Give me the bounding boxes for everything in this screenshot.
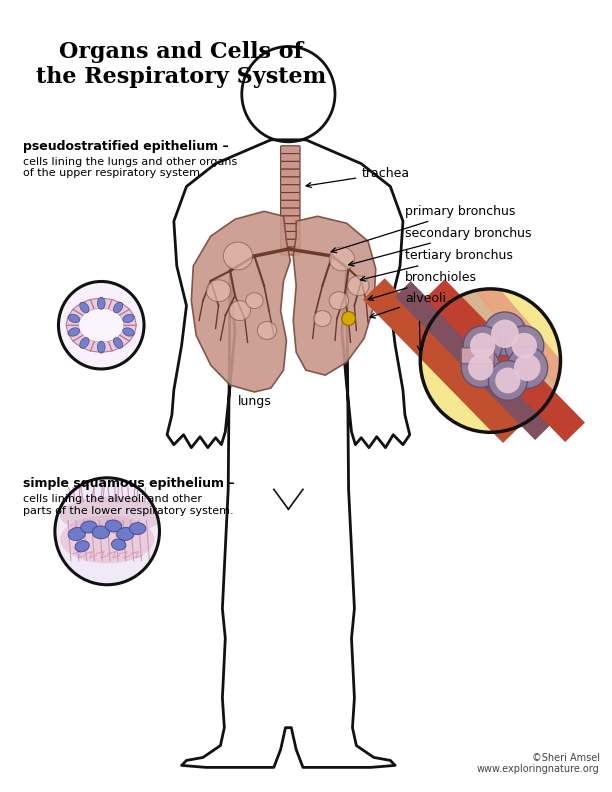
Polygon shape bbox=[108, 335, 130, 351]
FancyBboxPatch shape bbox=[461, 348, 494, 364]
Circle shape bbox=[491, 320, 519, 348]
Ellipse shape bbox=[79, 309, 124, 342]
Circle shape bbox=[461, 348, 500, 387]
Text: Organs and Cells of
the Respiratory System: Organs and Cells of the Respiratory Syst… bbox=[36, 40, 327, 88]
FancyBboxPatch shape bbox=[281, 239, 300, 247]
FancyBboxPatch shape bbox=[281, 231, 300, 239]
Ellipse shape bbox=[329, 247, 354, 271]
Ellipse shape bbox=[80, 337, 89, 348]
Text: tertiary bronchus: tertiary bronchus bbox=[360, 249, 513, 281]
Text: bronchioles: bronchioles bbox=[368, 272, 477, 300]
FancyBboxPatch shape bbox=[281, 146, 300, 154]
Circle shape bbox=[420, 289, 561, 432]
Polygon shape bbox=[91, 298, 112, 310]
FancyBboxPatch shape bbox=[281, 247, 300, 255]
Text: secondary bronchus: secondary bronchus bbox=[349, 227, 531, 266]
Circle shape bbox=[505, 326, 544, 366]
Ellipse shape bbox=[229, 301, 250, 321]
Polygon shape bbox=[391, 279, 559, 442]
Ellipse shape bbox=[329, 291, 349, 310]
Text: cells lining the alveoli and other
parts of the lower respiratory system.: cells lining the alveoli and other parts… bbox=[23, 494, 234, 516]
Text: lungs: lungs bbox=[237, 395, 271, 408]
Circle shape bbox=[507, 347, 548, 388]
FancyBboxPatch shape bbox=[281, 223, 300, 231]
Ellipse shape bbox=[313, 310, 331, 326]
Circle shape bbox=[341, 311, 356, 326]
Circle shape bbox=[463, 326, 502, 366]
Ellipse shape bbox=[245, 293, 263, 309]
Polygon shape bbox=[119, 309, 136, 326]
Ellipse shape bbox=[80, 303, 89, 313]
Polygon shape bbox=[192, 211, 290, 392]
Polygon shape bbox=[439, 279, 607, 442]
Ellipse shape bbox=[348, 276, 369, 295]
Ellipse shape bbox=[97, 341, 105, 353]
Circle shape bbox=[468, 355, 493, 380]
Ellipse shape bbox=[129, 523, 146, 535]
Polygon shape bbox=[66, 309, 83, 326]
Circle shape bbox=[483, 312, 526, 356]
Polygon shape bbox=[119, 326, 136, 341]
Polygon shape bbox=[464, 279, 612, 442]
Ellipse shape bbox=[68, 527, 86, 540]
Circle shape bbox=[470, 333, 495, 359]
FancyBboxPatch shape bbox=[281, 154, 300, 162]
Circle shape bbox=[488, 360, 528, 400]
Text: primary bronchus: primary bronchus bbox=[331, 205, 515, 253]
Circle shape bbox=[495, 367, 520, 394]
Text: alveoli: alveoli bbox=[370, 292, 446, 318]
Ellipse shape bbox=[92, 526, 110, 539]
Ellipse shape bbox=[257, 322, 277, 340]
Polygon shape bbox=[73, 299, 94, 315]
Polygon shape bbox=[293, 216, 376, 375]
Ellipse shape bbox=[60, 516, 154, 563]
Ellipse shape bbox=[81, 521, 97, 533]
Ellipse shape bbox=[113, 303, 123, 313]
Ellipse shape bbox=[117, 527, 134, 540]
Polygon shape bbox=[367, 279, 534, 442]
Text: trachea: trachea bbox=[306, 167, 409, 188]
Polygon shape bbox=[108, 299, 130, 315]
Circle shape bbox=[512, 333, 537, 359]
FancyBboxPatch shape bbox=[281, 208, 300, 216]
FancyBboxPatch shape bbox=[281, 162, 300, 169]
Ellipse shape bbox=[111, 539, 126, 550]
Polygon shape bbox=[66, 326, 83, 341]
Text: ©Sheri Amsel
www.exploringnature.org: ©Sheri Amsel www.exploringnature.org bbox=[477, 752, 600, 775]
Ellipse shape bbox=[123, 328, 134, 336]
FancyBboxPatch shape bbox=[281, 169, 300, 177]
Circle shape bbox=[59, 281, 144, 369]
FancyBboxPatch shape bbox=[281, 200, 300, 208]
Ellipse shape bbox=[75, 541, 89, 552]
FancyBboxPatch shape bbox=[281, 177, 300, 185]
Text: cells lining the lungs and other organs
of the upper respiratory system.: cells lining the lungs and other organs … bbox=[23, 157, 237, 178]
Circle shape bbox=[55, 478, 160, 584]
Text: pseudostratified epithelium –: pseudostratified epithelium – bbox=[23, 140, 228, 153]
Ellipse shape bbox=[105, 520, 122, 532]
Ellipse shape bbox=[69, 314, 80, 322]
Ellipse shape bbox=[123, 314, 134, 322]
Ellipse shape bbox=[60, 497, 165, 534]
Ellipse shape bbox=[113, 337, 123, 348]
Ellipse shape bbox=[206, 280, 231, 302]
FancyBboxPatch shape bbox=[281, 216, 300, 224]
Ellipse shape bbox=[69, 328, 80, 336]
Circle shape bbox=[514, 354, 540, 381]
Polygon shape bbox=[91, 341, 112, 352]
Ellipse shape bbox=[223, 242, 253, 270]
Polygon shape bbox=[416, 279, 583, 442]
FancyBboxPatch shape bbox=[281, 192, 300, 200]
FancyBboxPatch shape bbox=[281, 185, 300, 192]
Text: simple squamous epithelium –: simple squamous epithelium – bbox=[23, 478, 234, 490]
Polygon shape bbox=[73, 335, 94, 351]
Ellipse shape bbox=[97, 297, 105, 310]
